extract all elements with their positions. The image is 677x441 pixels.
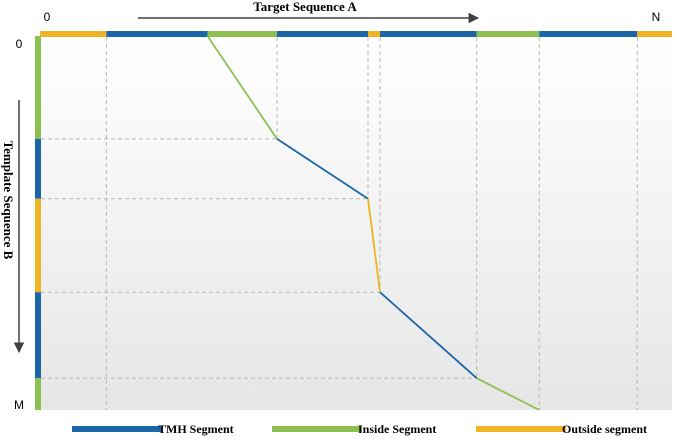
guide-lines: [41, 36, 638, 410]
legend-label-tmh: TMH Segment: [158, 422, 234, 436]
template-sequence-label: Template Sequence B: [1, 141, 16, 260]
template-end-label: M: [14, 398, 24, 412]
legend: TMH Segment Inside Segment Outside segment: [72, 422, 647, 436]
alignment-path: [206, 35, 540, 411]
alignment-path-segment-tmh: [379, 291, 478, 379]
target-end-label: N: [652, 10, 661, 24]
target-sequence-label: Target Sequence A: [253, 0, 357, 14]
legend-label-inside: Inside Segment: [358, 422, 436, 436]
template-start-label: 0: [16, 37, 23, 51]
alignment-path-segment-inside: [476, 377, 540, 411]
legend-label-outside: Outside segment: [562, 422, 647, 436]
alignment-path-segment-inside: [206, 35, 278, 140]
alignment-path-segment-outside: [367, 198, 381, 293]
alignment-path-segment-tmh: [276, 138, 369, 200]
target-start-label: 0: [44, 10, 51, 24]
plot-panel: [40, 36, 672, 410]
